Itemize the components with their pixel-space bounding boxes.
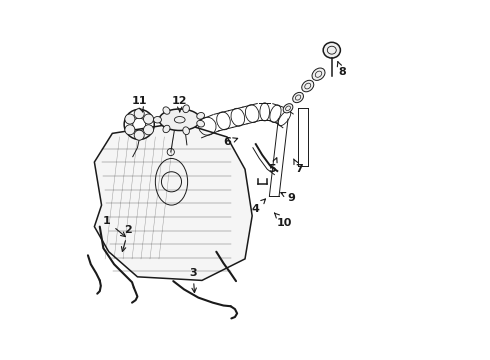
Circle shape [134,130,144,140]
Circle shape [144,114,153,124]
Circle shape [125,114,135,124]
Circle shape [125,125,135,135]
Ellipse shape [197,113,204,119]
Text: 7: 7 [294,159,303,174]
Text: 11: 11 [131,96,147,112]
Ellipse shape [312,68,325,80]
Circle shape [144,125,153,135]
Text: 2: 2 [122,225,132,251]
Text: 4: 4 [252,199,266,214]
Text: 6: 6 [223,138,238,147]
Text: 3: 3 [189,268,197,293]
Ellipse shape [153,117,161,123]
Ellipse shape [293,93,303,103]
Text: 10: 10 [274,213,292,228]
Text: 12: 12 [172,96,188,112]
Ellipse shape [183,127,190,135]
Text: 9: 9 [281,193,295,203]
Ellipse shape [323,42,341,58]
Polygon shape [95,123,252,280]
Ellipse shape [283,104,293,113]
Ellipse shape [302,80,314,92]
Ellipse shape [163,107,170,114]
Text: 5: 5 [268,158,277,174]
Ellipse shape [197,120,204,127]
Circle shape [134,109,144,119]
Text: 8: 8 [337,62,346,77]
Ellipse shape [183,105,190,113]
Ellipse shape [159,109,200,131]
Ellipse shape [163,125,170,133]
Text: 1: 1 [103,216,125,237]
